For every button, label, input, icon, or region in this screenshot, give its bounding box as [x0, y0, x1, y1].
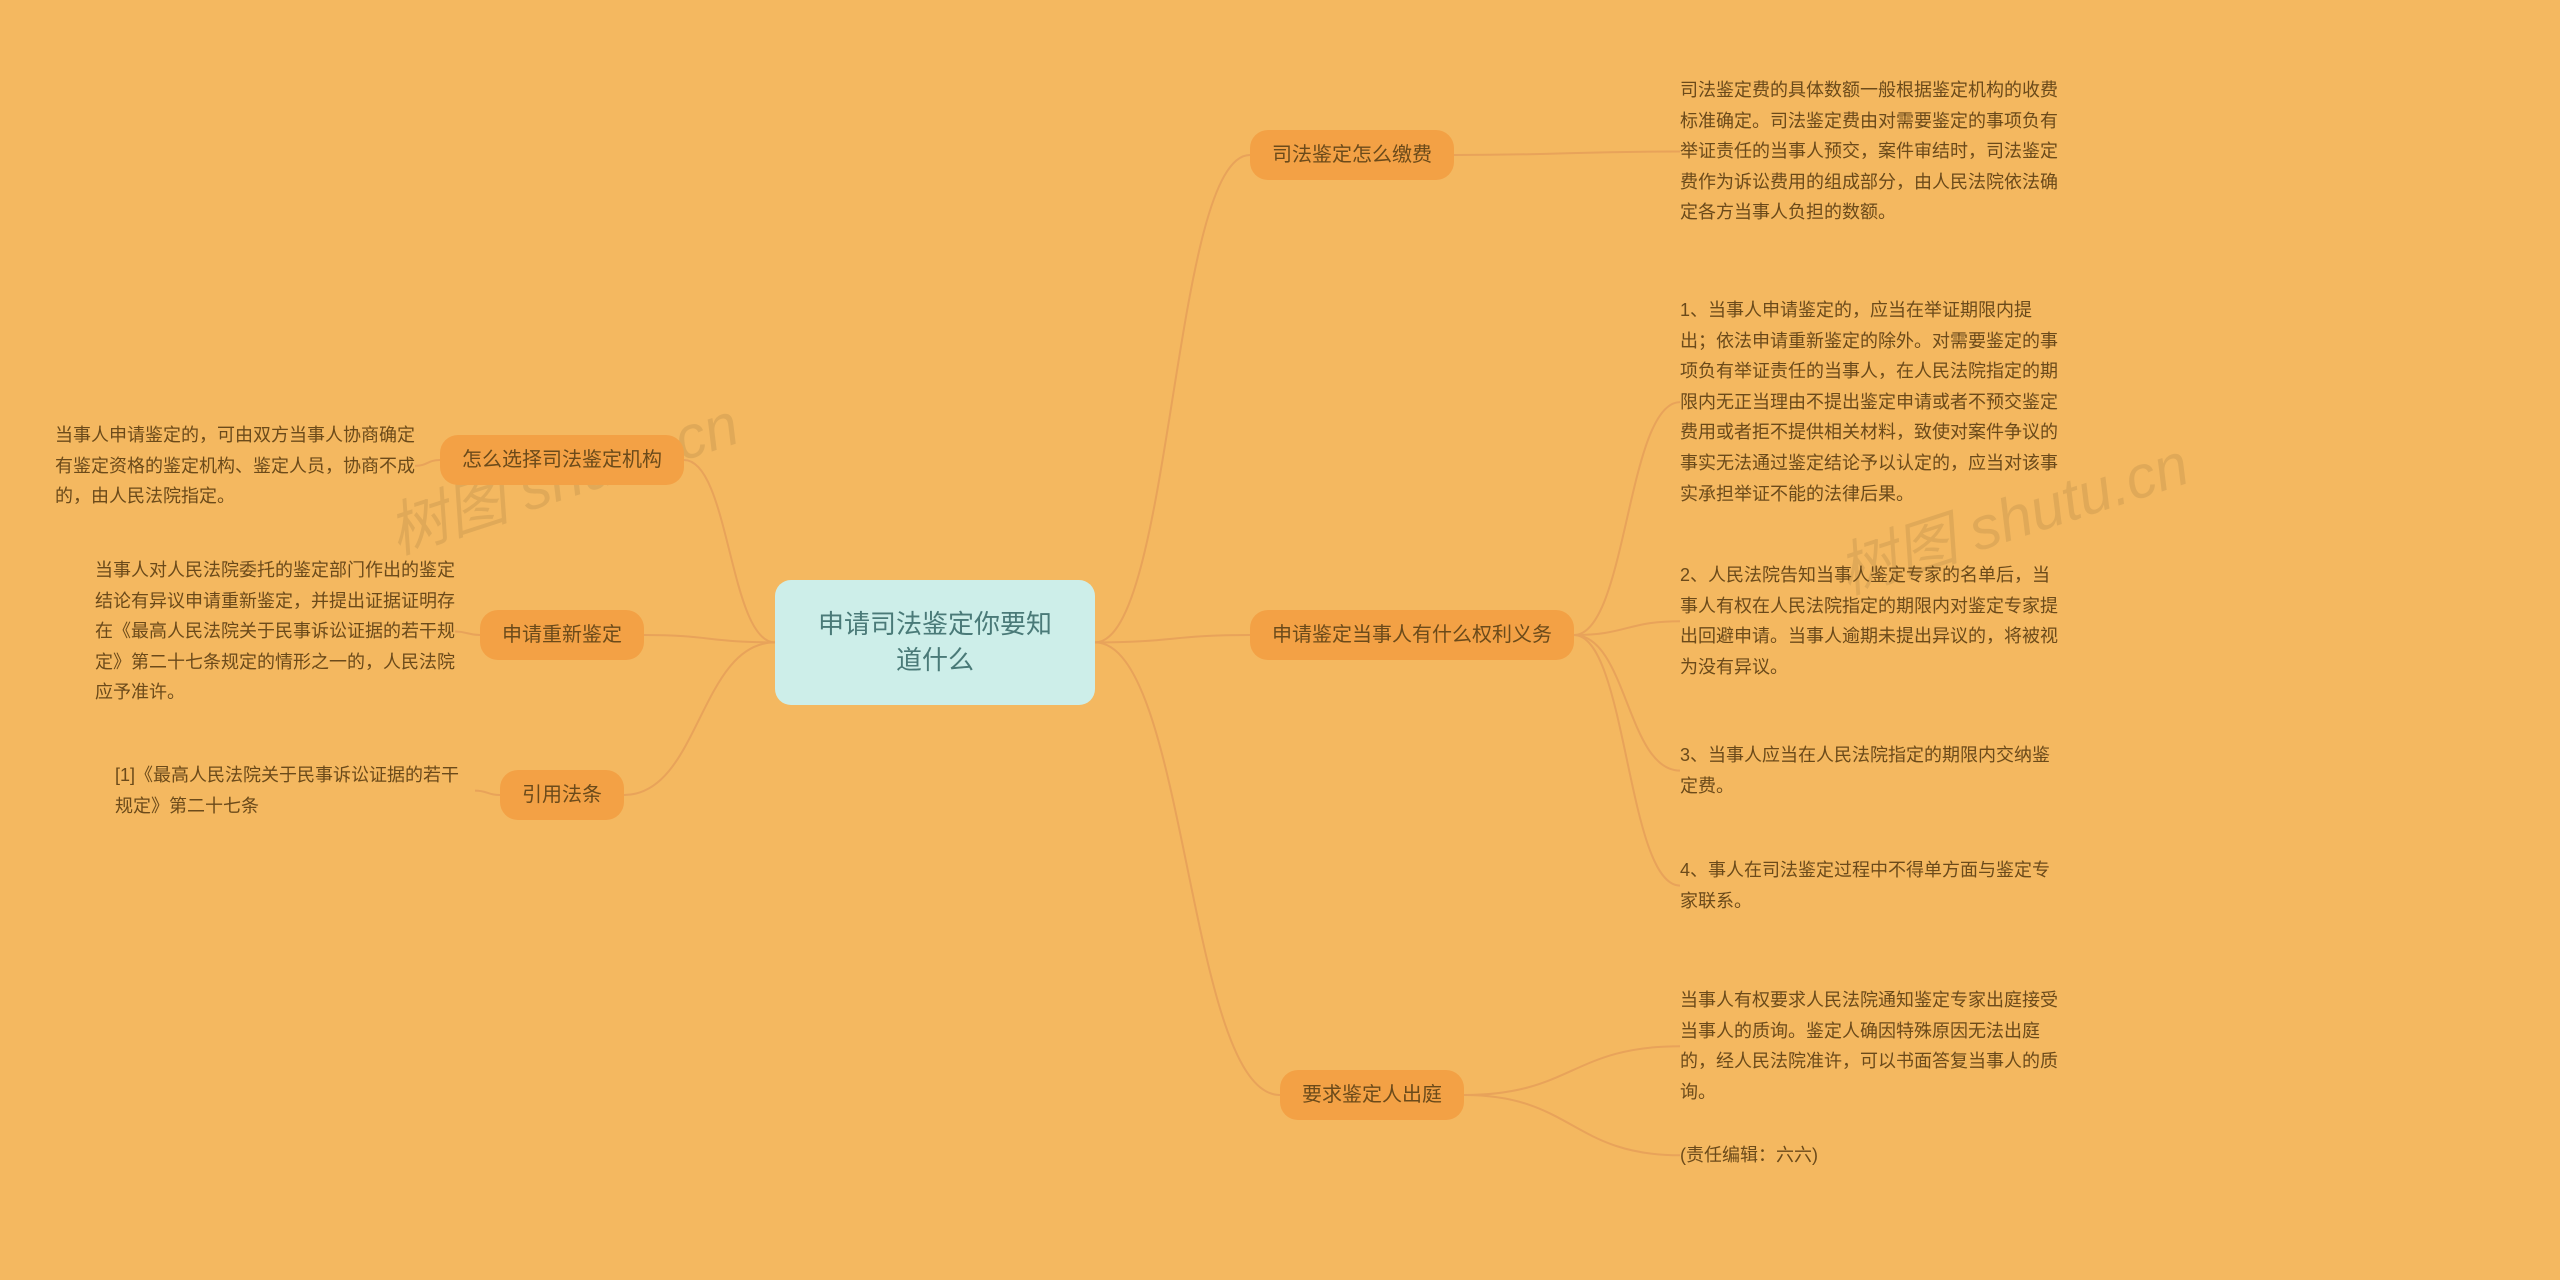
branch-law-reference: 引用法条 [500, 770, 624, 820]
leaf-payment-1: 司法鉴定费的具体数额一般根据鉴定机构的收费标准确定。司法鉴定费由对需要鉴定的事项… [1680, 75, 2060, 228]
branch-reapply: 申请重新鉴定 [480, 610, 644, 660]
leaf-rights-3: 3、当事人应当在人民法院指定的期限内交纳鉴定费。 [1680, 740, 2060, 801]
leaf-law-reference-1: [1]《最高人民法院关于民事诉讼证据的若干规定》第二十七条 [115, 760, 475, 821]
leaf-rights-1: 1、当事人申请鉴定的，应当在举证期限内提出；依法申请重新鉴定的除外。对需要鉴定的… [1680, 295, 2060, 509]
branch-rights: 申请鉴定当事人有什么权利义务 [1250, 610, 1574, 660]
leaf-choose-org-1: 当事人申请鉴定的，可由双方当事人协商确定有鉴定资格的鉴定机构、鉴定人员，协商不成… [55, 420, 415, 512]
branch-choose-org: 怎么选择司法鉴定机构 [440, 435, 684, 485]
leaf-reapply-1: 当事人对人民法院委托的鉴定部门作出的鉴定结论有异议申请重新鉴定，并提出证据证明存… [95, 555, 455, 708]
leaf-rights-4: 4、事人在司法鉴定过程中不得单方面与鉴定专家联系。 [1680, 855, 2060, 916]
center-node: 申请司法鉴定你要知道什么 [775, 580, 1095, 705]
branch-court: 要求鉴定人出庭 [1280, 1070, 1464, 1120]
leaf-court-2: (责任编辑：六六) [1680, 1140, 2060, 1171]
branch-payment: 司法鉴定怎么缴费 [1250, 130, 1454, 180]
leaf-court-1: 当事人有权要求人民法院通知鉴定专家出庭接受当事人的质询。鉴定人确因特殊原因无法出… [1680, 985, 2060, 1107]
leaf-rights-2: 2、人民法院告知当事人鉴定专家的名单后，当事人有权在人民法院指定的期限内对鉴定专… [1680, 560, 2060, 682]
